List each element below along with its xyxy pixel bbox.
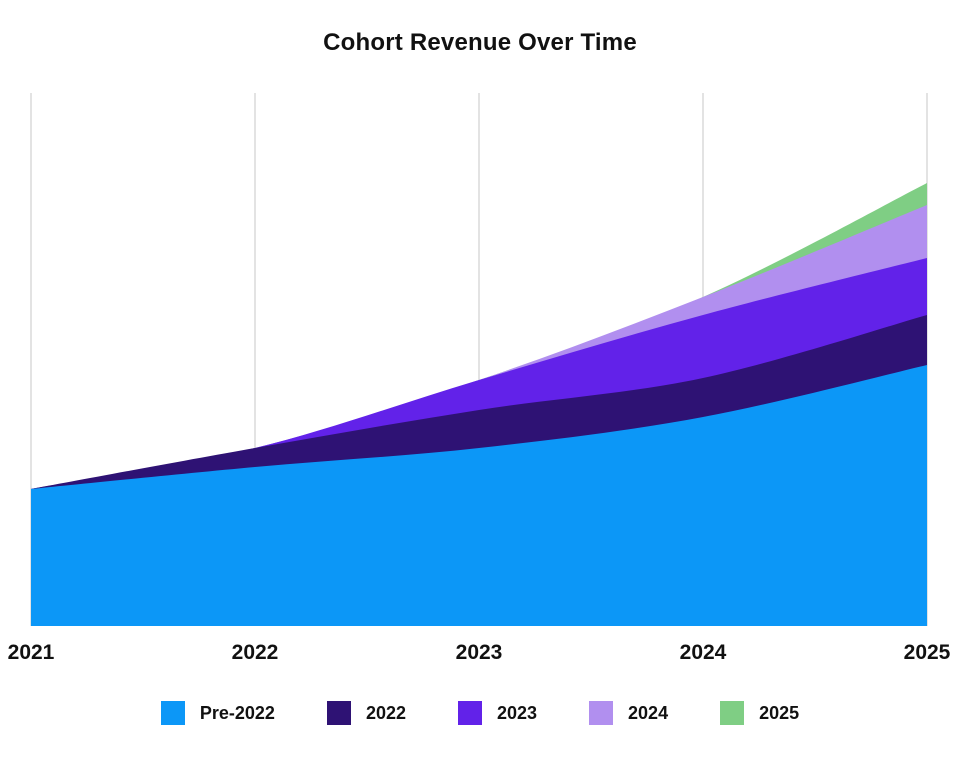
legend-swatch-icon: [589, 701, 614, 725]
legend-label: Pre-2022: [199, 702, 275, 723]
legend-swatch-icon: [457, 701, 482, 725]
legend-label: 2022: [365, 702, 406, 723]
legend-item-pre-2022[interactable]: Pre-2022: [160, 701, 275, 725]
legend-swatch-icon: [720, 701, 745, 725]
legend-label: 2024: [628, 702, 669, 723]
legend-item-2025[interactable]: 2025: [720, 701, 799, 725]
legend-swatch-icon: [326, 701, 351, 725]
legend-label: 2025: [759, 702, 800, 723]
legend-item-2023[interactable]: 2023: [457, 701, 538, 725]
chart-legend: Pre-2022 2022 2023 2024 2025: [0, 701, 960, 725]
legend-swatch-icon: [160, 701, 185, 725]
legend-label: 2023: [496, 702, 538, 723]
legend-item-2022[interactable]: 2022: [326, 701, 406, 725]
area-series-pre-2022: [31, 365, 927, 626]
legend-item-2024[interactable]: 2024: [589, 701, 668, 725]
chart-title: Cohort Revenue Over Time: [323, 29, 637, 56]
